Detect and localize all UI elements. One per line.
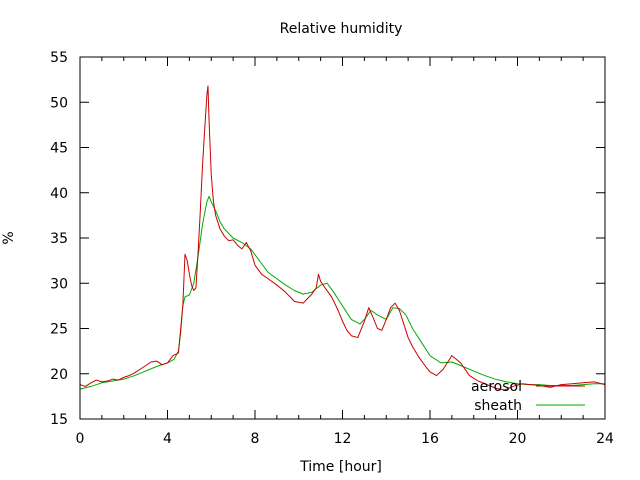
y-tick-label: 30 [50,276,68,292]
x-tick-label: 24 [596,431,614,447]
y-tick-label: 20 [50,367,68,383]
plot-frame [79,56,606,420]
y-tick-label: 40 [50,186,68,202]
x-axis-label: Time [hour] [299,459,382,475]
series-line-sheath [79,195,605,390]
axis-ticks: 15 20 25 30 35 40 45 50 55 0 4 8 12 16 20 24 [50,50,614,447]
y-tick-label: 50 [50,95,68,111]
x-tick-label: 0 [76,431,85,447]
legend-label-aerosol: aerosol [471,379,522,395]
x-tick-label: 12 [334,431,352,447]
y-tick-label: 25 [50,322,68,338]
chart-title: Relative humidity [280,21,403,37]
x-tick-label: 4 [163,431,172,447]
x-tick-label: 8 [251,431,260,447]
x-tick-label: 16 [421,431,439,447]
legend: aerosol sheath [471,379,585,414]
y-tick-label: 55 [50,50,68,66]
series-line-aerosol [79,85,606,391]
y-tick-label: 15 [50,412,68,428]
x-tick-label: 20 [509,431,527,447]
y-tick-label: 45 [50,141,68,157]
series-lines [79,85,606,391]
y-tick-label: 35 [50,231,68,247]
legend-label-sheath: sheath [474,398,522,414]
y-axis-label: % [1,231,17,244]
